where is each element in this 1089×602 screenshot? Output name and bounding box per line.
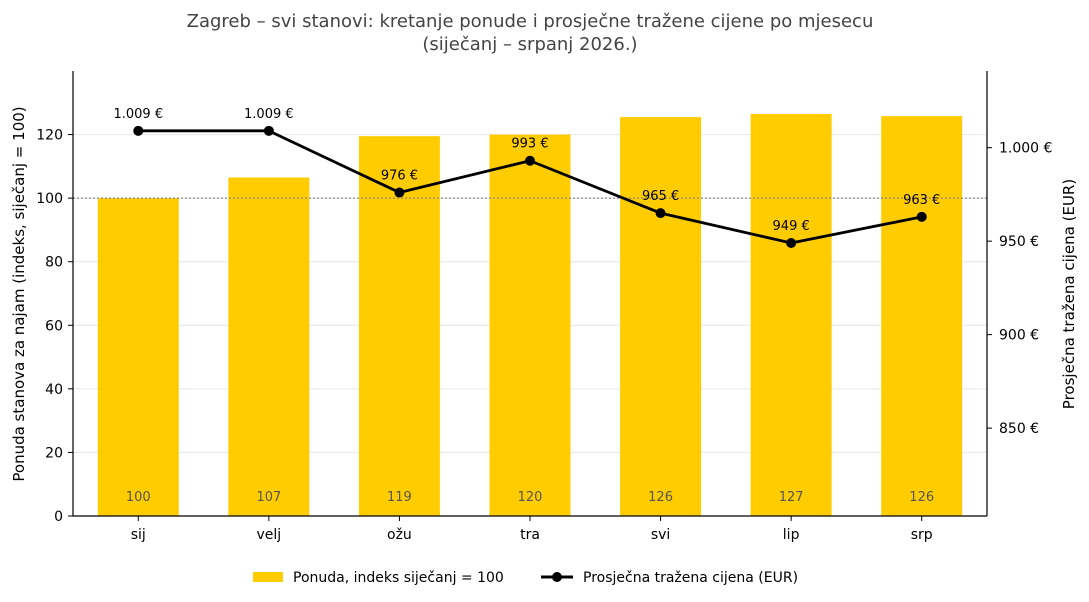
bar-value-label: 126 xyxy=(648,490,673,505)
price-line: 1.009 € 1.009 € 976 € 993 € 965 € 949 € 963 € xyxy=(113,107,940,249)
price-point xyxy=(133,125,144,136)
right-tick-label: 900 € xyxy=(999,328,1039,344)
price-value-label: 1.009 € xyxy=(244,107,294,122)
price-point xyxy=(394,187,405,198)
bars: 100 107 119 120 126 127 126 xyxy=(97,113,963,517)
bar-value-label: 120 xyxy=(518,490,543,505)
x-tick-label: svi xyxy=(651,527,670,543)
right-y-ticks: 850 € 900 € 950 € 1.000 € xyxy=(987,141,1052,437)
x-tick-label: srp xyxy=(911,527,933,543)
right-tick-label: 950 € xyxy=(999,234,1039,250)
legend-line-marker xyxy=(552,572,562,582)
price-point xyxy=(916,211,927,222)
price-value-label: 993 € xyxy=(511,137,548,152)
bar xyxy=(620,117,702,516)
x-ticks: sij velj ožu tra svi lip srp xyxy=(131,516,933,543)
bar xyxy=(358,136,440,517)
legend: Ponuda, indeks siječanj = 100 Prosječna … xyxy=(253,570,798,586)
right-tick-label: 1.000 € xyxy=(999,141,1052,157)
bar xyxy=(489,134,571,517)
price-value-label: 1.009 € xyxy=(113,107,163,122)
bar-value-label: 126 xyxy=(909,490,934,505)
bar-value-label: 119 xyxy=(387,490,412,505)
left-tick-label: 60 xyxy=(45,318,63,334)
left-tick-label: 100 xyxy=(36,191,63,207)
right-tick-label: 850 € xyxy=(999,421,1039,437)
left-tick-label: 20 xyxy=(45,445,63,461)
price-point xyxy=(655,208,666,219)
left-tick-label: 40 xyxy=(45,382,63,398)
bar-value-label: 107 xyxy=(256,490,281,505)
left-y-ticks: 0 20 40 60 80 100 120 xyxy=(36,128,73,525)
price-point xyxy=(263,125,274,136)
x-tick-label: velj xyxy=(257,527,282,543)
chart-subtitle: (siječanj – srpanj 2026.) xyxy=(422,34,637,55)
bar xyxy=(97,198,179,516)
left-tick-label: 80 xyxy=(45,255,63,271)
x-tick-label: sij xyxy=(131,527,146,543)
bar xyxy=(750,113,832,517)
legend-bar-swatch xyxy=(253,572,283,582)
chart-title: Zagreb – svi stanovi: kretanje ponude i … xyxy=(187,11,874,32)
price-value-label: 949 € xyxy=(773,219,810,234)
x-tick-label: lip xyxy=(783,527,800,543)
left-tick-label: 0 xyxy=(54,509,63,525)
price-point xyxy=(786,238,797,249)
y-axis-left-label: Ponuda stanova za najam (indeks, siječan… xyxy=(10,106,28,481)
bar-value-label: 100 xyxy=(126,490,151,505)
legend-line-label: Prosječna tražena cijena (EUR) xyxy=(583,570,798,586)
left-tick-label: 120 xyxy=(36,128,63,144)
bar xyxy=(881,116,963,516)
price-value-label: 963 € xyxy=(903,193,940,208)
price-value-label: 965 € xyxy=(642,189,679,204)
y-axis-right-label: Prosječna tražena cijena (EUR) xyxy=(1060,179,1078,409)
legend-bar-label: Ponuda, indeks siječanj = 100 xyxy=(293,570,504,586)
bar xyxy=(228,177,310,516)
price-value-label: 976 € xyxy=(381,169,418,184)
x-tick-label: ožu xyxy=(387,527,412,543)
bar-value-label: 127 xyxy=(779,490,804,505)
price-point xyxy=(525,155,535,166)
x-tick-label: tra xyxy=(520,527,540,543)
